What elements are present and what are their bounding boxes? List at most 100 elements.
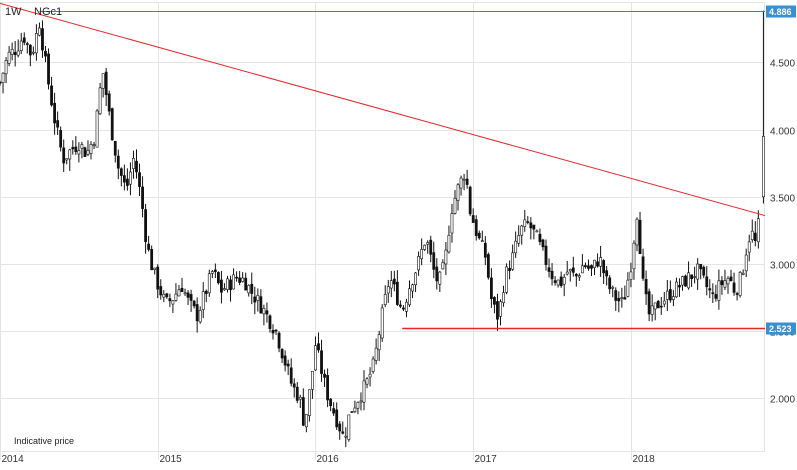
candle-body bbox=[171, 300, 175, 305]
plot-frame bbox=[0, 2, 765, 452]
candle-body bbox=[186, 292, 190, 298]
candle-body bbox=[216, 272, 220, 284]
candle-body bbox=[635, 218, 639, 246]
candle-body bbox=[608, 277, 612, 290]
candle-body bbox=[571, 267, 575, 273]
candle-body bbox=[356, 402, 360, 409]
candle-body bbox=[392, 278, 396, 285]
candle-body bbox=[286, 363, 290, 367]
candle-body bbox=[13, 52, 17, 56]
candle-body bbox=[550, 270, 554, 280]
interval-label[interactable]: 1W bbox=[5, 6, 22, 18]
candle-body bbox=[632, 242, 636, 270]
candle-body bbox=[1, 72, 5, 84]
candle-body bbox=[474, 219, 478, 236]
candle-body bbox=[350, 411, 354, 413]
candle-body bbox=[620, 297, 624, 299]
candle-body bbox=[374, 347, 378, 361]
candle-body bbox=[596, 261, 599, 267]
candle-body bbox=[365, 378, 369, 385]
candle-body bbox=[626, 279, 630, 297]
candle-body bbox=[371, 358, 375, 372]
candle-body bbox=[77, 150, 81, 155]
candle-body bbox=[34, 33, 38, 54]
candle-body bbox=[711, 292, 715, 294]
candle-body bbox=[441, 262, 445, 270]
candle-body bbox=[235, 276, 238, 279]
candle-body bbox=[107, 93, 111, 112]
candle-body bbox=[220, 279, 223, 293]
candle-body bbox=[268, 315, 272, 329]
candle-body bbox=[714, 294, 718, 299]
candle-body bbox=[210, 271, 214, 274]
candle-body bbox=[353, 407, 357, 412]
candle-body bbox=[684, 275, 687, 287]
x-tick-label: 2017 bbox=[475, 454, 498, 465]
candle-body bbox=[499, 301, 502, 317]
candle-body bbox=[447, 235, 451, 253]
candle-body bbox=[201, 291, 205, 310]
candle-body bbox=[468, 186, 472, 215]
candle-body bbox=[398, 304, 402, 307]
x-tick-label: 2014 bbox=[2, 454, 25, 465]
price-badges: 4.886 2.523 bbox=[766, 5, 796, 335]
candle-body bbox=[708, 288, 712, 291]
candle-body bbox=[426, 242, 430, 245]
y-tick-label: 3.500 bbox=[770, 194, 795, 205]
candle-body bbox=[101, 73, 105, 89]
candle-body bbox=[662, 300, 666, 305]
candle-body bbox=[80, 144, 84, 149]
candle-body bbox=[574, 273, 578, 277]
candle-body bbox=[671, 296, 675, 300]
candle-body bbox=[347, 414, 351, 440]
candle-body bbox=[368, 373, 372, 378]
candle-body bbox=[459, 177, 463, 189]
candle-body bbox=[104, 71, 108, 96]
candle-body bbox=[41, 28, 44, 51]
candle-body bbox=[177, 289, 181, 297]
symbol-label[interactable]: NGc1 bbox=[34, 6, 62, 18]
candle-body bbox=[4, 60, 8, 75]
candle-body bbox=[477, 232, 481, 239]
candle-body bbox=[359, 400, 363, 403]
candle-body bbox=[383, 294, 387, 305]
candle-body bbox=[311, 370, 314, 390]
candle-body bbox=[341, 431, 345, 434]
candle-body bbox=[253, 296, 257, 303]
grid bbox=[0, 2, 765, 460]
descending-trendline[interactable] bbox=[0, 2, 766, 217]
candle-body bbox=[389, 280, 393, 289]
candle-body bbox=[53, 102, 56, 124]
candle-body bbox=[189, 294, 193, 301]
y-tick-label: 4.500 bbox=[770, 59, 795, 70]
candle-body bbox=[292, 383, 296, 388]
candle-body bbox=[496, 301, 499, 320]
candle-body bbox=[629, 271, 633, 280]
candle-body bbox=[690, 274, 693, 280]
candle-body bbox=[232, 274, 235, 290]
candle-body bbox=[174, 293, 178, 301]
y-tick-label: 4.000 bbox=[770, 127, 795, 138]
candle-body bbox=[28, 44, 32, 56]
candle-body bbox=[195, 304, 199, 322]
candle-body bbox=[593, 259, 596, 268]
candle-body bbox=[599, 257, 602, 267]
candle-body bbox=[735, 293, 739, 295]
candle-body bbox=[147, 243, 151, 250]
candle-body bbox=[553, 280, 557, 283]
candle-body bbox=[256, 295, 260, 301]
candle-body bbox=[702, 266, 706, 276]
price-badge-label: 4.886 bbox=[769, 7, 792, 17]
candle-body bbox=[580, 265, 584, 274]
candle-body bbox=[508, 267, 511, 272]
candle-body bbox=[198, 310, 202, 323]
candle-body bbox=[402, 307, 405, 310]
candle-body bbox=[132, 158, 135, 170]
candle-body bbox=[168, 298, 172, 302]
candle-body bbox=[535, 230, 539, 233]
candle-body bbox=[502, 292, 505, 303]
candle-body bbox=[301, 397, 305, 426]
candle-body bbox=[226, 278, 229, 290]
